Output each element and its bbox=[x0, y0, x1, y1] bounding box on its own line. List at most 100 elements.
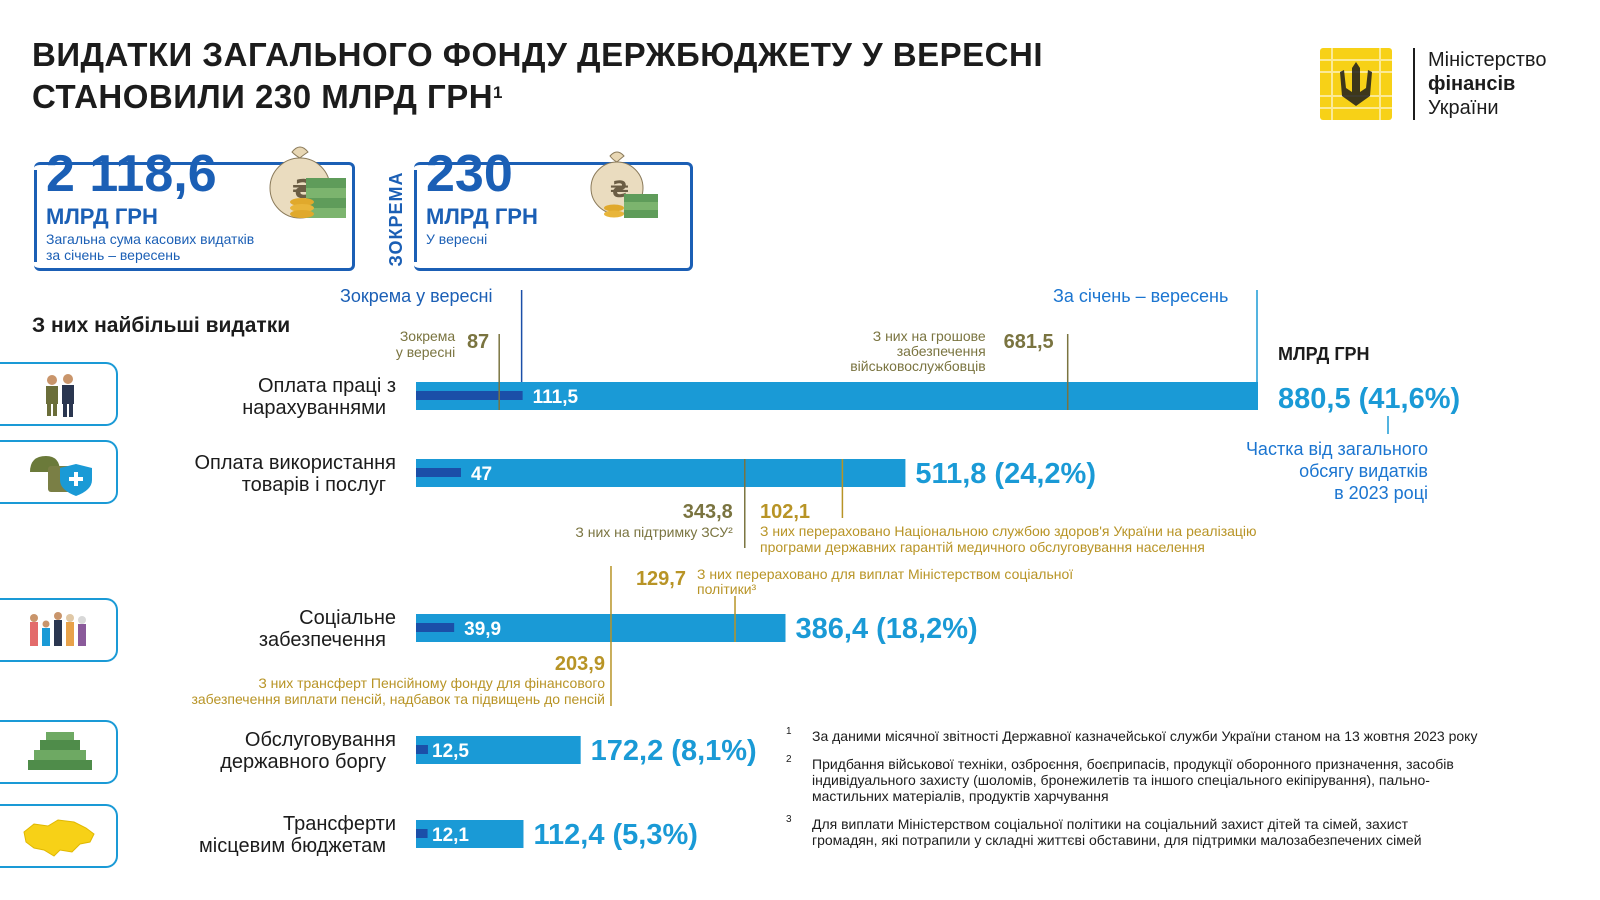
category-label-4-line-1: Трансферти bbox=[283, 813, 396, 835]
footnote-3-num: 3 bbox=[786, 814, 792, 825]
bar-value-label-3: 172,2 (8,1%) bbox=[591, 735, 757, 767]
logo-text-line3: України bbox=[1428, 97, 1499, 119]
share-note: Частка від загального обсягу видатків в … bbox=[1180, 438, 1428, 504]
footnote-3-line-1: Для виплати Міністерством соціальної пол… bbox=[812, 816, 1409, 832]
category-label-0-line-1: Оплата праці з bbox=[258, 375, 396, 397]
footnote-3: 3 Для виплати Міністерством соціальної п… bbox=[786, 814, 1586, 848]
annotation-text-a5-2: забезпечення виплати пенсій, надбавок та… bbox=[191, 691, 605, 707]
bar-september-1 bbox=[416, 468, 461, 477]
legend-ytd: За січень – вересень bbox=[1053, 286, 1229, 306]
footnote-2: 2 Придбання військової техніки, озброєнн… bbox=[786, 754, 1586, 804]
section-title: З них найбільші видатки bbox=[32, 314, 291, 337]
annotation-text-a2-2: забезпечення bbox=[897, 343, 986, 359]
bar-september-label-2: 39,9 bbox=[464, 619, 501, 640]
total-unit: МЛРД ГРН bbox=[46, 204, 158, 229]
category-icon-box-3 bbox=[0, 720, 118, 784]
category-label-0-line-2: нарахуваннями bbox=[242, 397, 386, 419]
footnote-1-num: 1 bbox=[786, 726, 792, 737]
bar-september-2 bbox=[416, 623, 455, 632]
bar-value-label-0: 880,5 (41,6%) bbox=[1278, 383, 1460, 415]
ministry-logo bbox=[1320, 48, 1392, 120]
bar-value-label-1: 511,8 (24,2%) bbox=[915, 458, 1096, 490]
total-desc-2: за січень – вересень bbox=[46, 247, 181, 263]
bar-september-3 bbox=[416, 745, 428, 754]
category-label-2-line-1: Соціальне bbox=[299, 607, 396, 629]
money-stack-icon bbox=[28, 732, 92, 770]
summary-month-box bbox=[414, 162, 693, 271]
category-label-3-line-2: державного боргу bbox=[220, 751, 386, 773]
total-value: 2 118,6 bbox=[46, 145, 217, 203]
share-note-1: Частка від загального bbox=[1245, 439, 1428, 459]
legend-september: Зокрема у вересні bbox=[340, 286, 493, 306]
category-label-1-line-2: товарів і послуг bbox=[242, 474, 386, 496]
annotation-text-a6-2: політики³ bbox=[697, 581, 757, 597]
bar-september-label-4: 12,1 bbox=[432, 825, 469, 846]
annotation-value-a3: 343,8 bbox=[683, 501, 733, 523]
money-bag-icon: ₴ bbox=[590, 151, 658, 218]
annotation-text-a1-2: у вересні bbox=[396, 344, 455, 360]
annotation-text-a2-1: З них на грошове bbox=[873, 328, 986, 344]
people-icon bbox=[46, 374, 74, 417]
bar-ytd-3 bbox=[416, 736, 581, 764]
category-icon-box-0 bbox=[0, 362, 118, 426]
category-label-1-line-1: Оплата використання bbox=[194, 452, 396, 474]
logo-text-line1: Міністерство bbox=[1428, 49, 1547, 71]
category-icon-box-1 bbox=[0, 440, 118, 504]
money-bag-icon: ₴ bbox=[269, 146, 346, 219]
title-footnote-ref: 1 bbox=[493, 83, 504, 102]
annotation-text-a4-1: З них перераховано Національною службою … bbox=[760, 523, 1257, 539]
footnote-1: 1 За даними місячної звітності Державної… bbox=[786, 726, 1586, 744]
summary-month-box-left-edge bbox=[414, 170, 417, 262]
page-title: ВИДАТКИ ЗАГАЛЬНОГО ФОНДУ ДЕРЖБЮДЖЕТУ У В… bbox=[32, 34, 1043, 118]
month-value: 230 bbox=[426, 145, 513, 203]
logo-divider bbox=[1413, 48, 1415, 120]
category-icon-box-4 bbox=[0, 804, 118, 868]
bar-september-label-1: 47 bbox=[471, 464, 492, 485]
trident-icon bbox=[1320, 48, 1392, 120]
bar-ytd-1 bbox=[416, 459, 906, 487]
footnote-2-line-1: Придбання військової техніки, озброєння,… bbox=[812, 756, 1454, 772]
month-desc: У вересні bbox=[426, 231, 488, 247]
logo-text-line2: фінансів bbox=[1428, 73, 1516, 95]
annotation-value-a6: 129,7 bbox=[636, 568, 686, 590]
category-label-2-line-2: забезпечення bbox=[259, 629, 386, 651]
summary-total-box bbox=[34, 162, 355, 271]
bar-ytd-0 bbox=[416, 382, 1258, 410]
footnote-3-line-2: громадян, які потрапили у складні життєв… bbox=[812, 832, 1422, 848]
category-label-4-line-2: місцевим бюджетам bbox=[199, 835, 386, 857]
share-note-3: в 2023 році bbox=[1334, 483, 1428, 503]
footnote-1-line-1: За даними місячної звітності Державної к… bbox=[812, 728, 1478, 744]
category-label-3-line-1: Обслуговування bbox=[245, 729, 396, 751]
month-unit: МЛРД ГРН bbox=[426, 204, 538, 229]
family-icon bbox=[30, 612, 86, 646]
bar-ytd-2 bbox=[416, 614, 786, 642]
title-line-2-text: СТАНОВИЛИ 230 МЛРД ГРН bbox=[32, 78, 494, 115]
title-line-2: СТАНОВИЛИ 230 МЛРД ГРН1 bbox=[32, 76, 1043, 118]
bar-september-label-0: 111,5 bbox=[533, 387, 579, 408]
annotation-value-a1: 87 bbox=[467, 331, 489, 353]
footnote-2-line-2: індивідуального захисту (шоломів, бронеж… bbox=[812, 772, 1430, 788]
footnote-2-num: 2 bbox=[786, 754, 792, 765]
annotation-text-a6-1: З них перераховано для виплат Міністерст… bbox=[697, 566, 1073, 582]
annotation-text-a1-1: Зокрема bbox=[400, 328, 456, 344]
title-line-1: ВИДАТКИ ЗАГАЛЬНОГО ФОНДУ ДЕРЖБЮДЖЕТУ У В… bbox=[32, 36, 1044, 73]
bar-september-label-3: 12,5 bbox=[432, 741, 469, 762]
annotation-text-a3-1: З них на підтримку ЗСУ² bbox=[575, 524, 733, 540]
bar-ytd-4 bbox=[416, 820, 524, 848]
ukraine-map-icon bbox=[23, 819, 95, 857]
bar-september-0 bbox=[416, 391, 523, 400]
annotation-value-a4: 102,1 bbox=[760, 501, 810, 523]
annotation-text-a5-1: З них трансферт Пенсійному фонду для фін… bbox=[258, 675, 605, 691]
footnote-2-line-3: мастильних матеріалів, продуктів харчува… bbox=[812, 788, 1109, 804]
helmet-shield-icon bbox=[30, 456, 92, 496]
category-icon-box-2 bbox=[0, 598, 118, 662]
share-note-2: обсягу видатків bbox=[1299, 461, 1428, 481]
annotation-value-a2: 681,5 bbox=[1004, 331, 1054, 353]
annotation-text-a2-3: військовослужбовців bbox=[850, 358, 985, 374]
summary-total-box-left-edge bbox=[34, 170, 37, 262]
bar-value-label-2: 386,4 (18,2%) bbox=[796, 613, 978, 645]
unit-label: МЛРД ГРН bbox=[1278, 344, 1370, 364]
annotation-value-a5: 203,9 bbox=[555, 653, 605, 675]
annotation-text-a4-2: програми державних гарантій медичного об… bbox=[760, 539, 1205, 555]
bar-value-label-4: 112,4 (5,3%) bbox=[533, 819, 697, 851]
